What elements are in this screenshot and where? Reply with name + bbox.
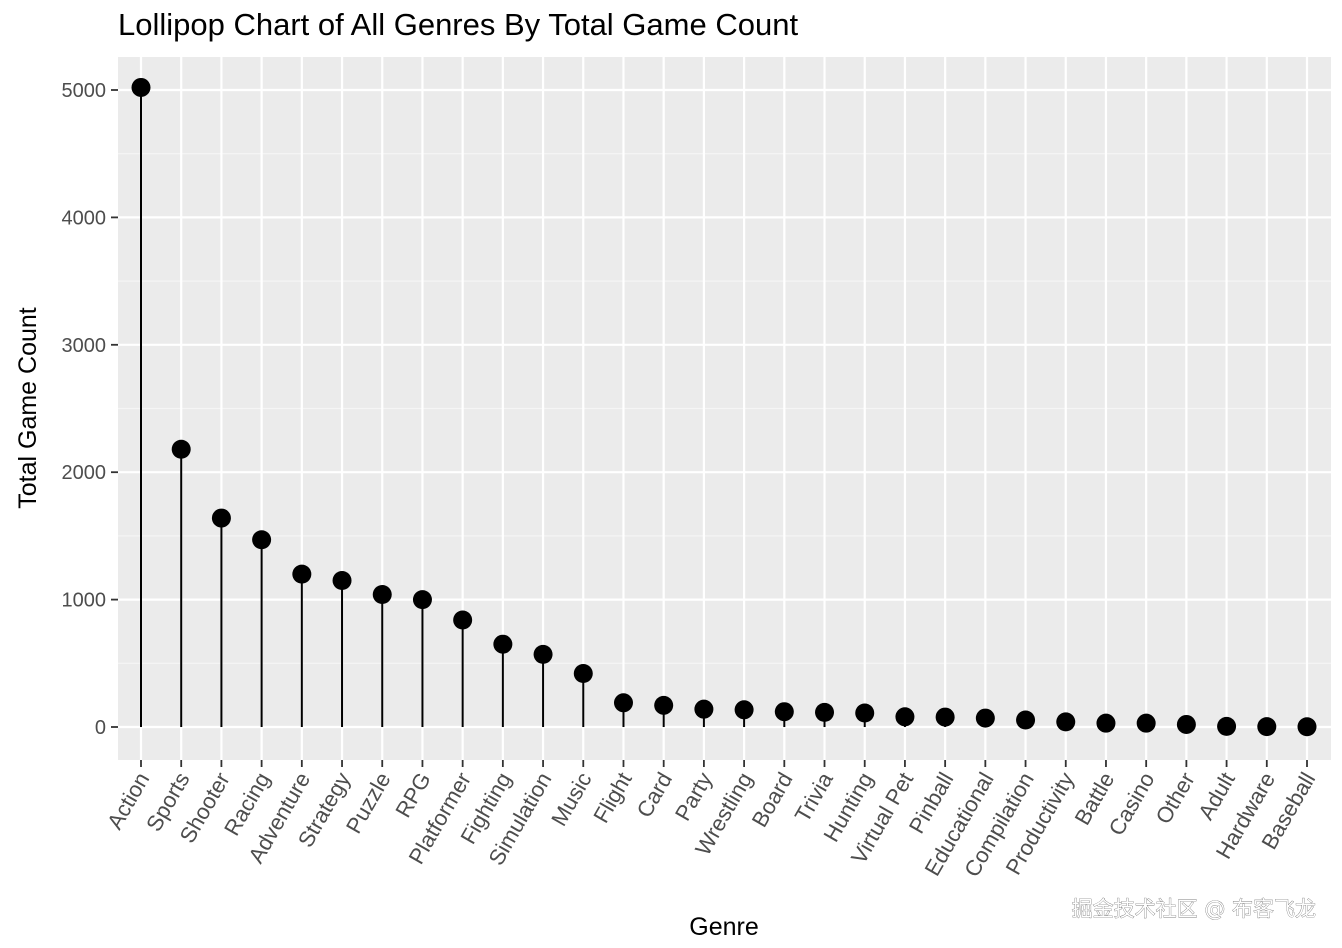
x-tick-label: Music — [546, 768, 596, 830]
lollipop-point — [1217, 716, 1237, 736]
x-axis: ActionSportsShooterRacingAdventureStrate… — [102, 760, 1320, 881]
lollipop-stems — [140, 87, 1308, 727]
lollipop-point — [734, 700, 754, 720]
x-tick-label: Board — [747, 768, 798, 831]
chart-title: Lollipop Chart of All Genres By Total Ga… — [118, 7, 798, 42]
lollipop-point — [815, 702, 835, 722]
lollipop-point — [292, 564, 312, 584]
lollipop-point — [774, 702, 794, 722]
lollipop-points — [131, 77, 1317, 737]
y-tick-label: 0 — [95, 717, 106, 739]
lollipop-point — [1096, 713, 1116, 733]
lollipop-point — [533, 644, 553, 664]
lollipop-point — [975, 708, 995, 728]
lollipop-point — [211, 508, 231, 528]
lollipop-point — [895, 707, 915, 727]
lollipop-point — [412, 590, 432, 610]
lollipop-point — [1056, 712, 1076, 732]
y-tick-label: 5000 — [62, 80, 107, 102]
lollipop-point — [493, 634, 513, 654]
lollipop-point — [573, 663, 593, 683]
watermark: 掘金技术社区 @ 布客飞龙 — [1072, 897, 1316, 921]
lollipop-point — [372, 585, 392, 605]
lollipop-point — [855, 703, 875, 723]
x-axis-title: Genre — [689, 913, 758, 941]
lollipop-point — [1016, 710, 1036, 730]
lollipop-point — [935, 707, 955, 727]
x-tick-label: Flight — [588, 768, 637, 827]
lollipop-point — [332, 570, 352, 590]
y-tick-label: 1000 — [62, 590, 107, 612]
lollipop-point — [1297, 717, 1317, 737]
lollipop-point — [252, 530, 272, 550]
y-tick-label: 2000 — [62, 462, 107, 484]
lollipop-point — [171, 439, 191, 459]
lollipop-point — [131, 77, 151, 97]
lollipop-point — [654, 695, 674, 715]
lollipop-point — [1176, 714, 1196, 734]
y-tick-label: 3000 — [62, 335, 107, 357]
lollipop-point — [1136, 713, 1156, 733]
lollipop-point — [453, 610, 473, 630]
lollipop-point — [613, 693, 633, 713]
minor-gridlines — [118, 153, 1331, 664]
y-axis: 0 1000 2000 3000 4000 5000 — [62, 80, 118, 739]
lollipop-point — [694, 699, 714, 719]
x-tick-label: Other — [1151, 768, 1200, 828]
y-axis-title: Total Game Count — [14, 307, 42, 509]
y-tick-label: 4000 — [62, 207, 107, 229]
lollipop-point — [1257, 717, 1277, 737]
